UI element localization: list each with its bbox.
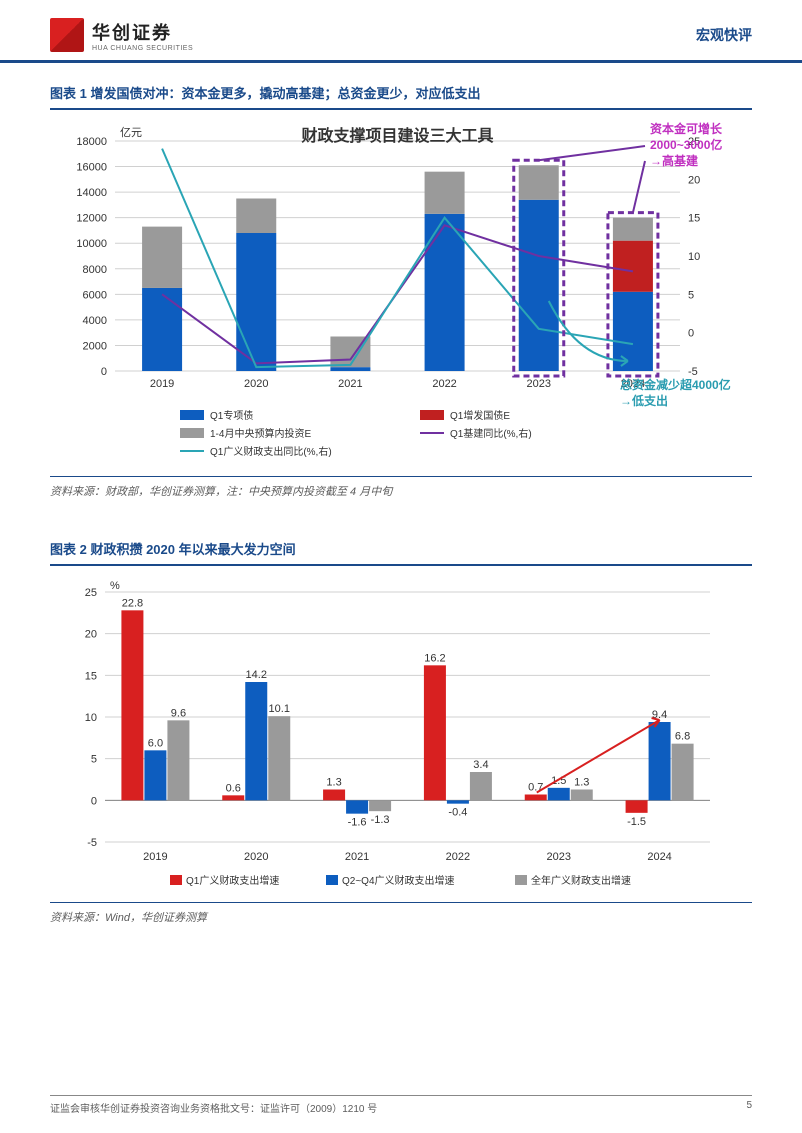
svg-text:%: %	[110, 580, 120, 592]
svg-text:Q1广义财政支出增速: Q1广义财政支出增速	[186, 874, 279, 887]
svg-text:→高基建: →高基建	[650, 153, 699, 168]
svg-text:-5: -5	[87, 837, 97, 849]
footer-left: 证监会审核华创证券投资咨询业务资格批文号：证监许可（2009）1210 号	[50, 1100, 377, 1115]
svg-text:16000: 16000	[76, 162, 107, 174]
svg-text:2021: 2021	[338, 378, 362, 390]
svg-text:20: 20	[688, 174, 700, 186]
chart1-source: 资料来源：财政部，华创证券测算，注：中央预算内投资截至 4 月中旬	[50, 483, 752, 499]
svg-text:亿元: 亿元	[120, 126, 142, 139]
chart2-title: 图表 2 财政积攒 2020 年以来最大发力空间	[50, 539, 752, 566]
svg-text:0: 0	[101, 366, 107, 378]
svg-text:10: 10	[85, 712, 97, 724]
chart2-box: -5 0 5 10 15 20 25%22.8 6.0 9.6 2019 0.6 14.2 10.1 20…	[50, 572, 752, 903]
svg-text:Q1基建同比(%,右): Q1基建同比(%,右)	[450, 427, 532, 440]
svg-text:6.8: 6.8	[675, 731, 690, 743]
svg-text:2023: 2023	[527, 378, 551, 390]
svg-text:1-4月中央预算内投资E: 1-4月中央预算内投资E	[210, 427, 311, 440]
svg-text:2021: 2021	[345, 851, 369, 863]
svg-text:2022: 2022	[432, 378, 456, 390]
svg-text:6000: 6000	[83, 289, 107, 301]
svg-text:12000: 12000	[76, 213, 107, 225]
svg-text:0.6: 0.6	[226, 782, 241, 794]
svg-text:Q1增发国债E: Q1增发国债E	[450, 409, 510, 422]
svg-text:-1.6: -1.6	[348, 817, 367, 829]
content: 图表 1 增发国债对冲：资本金更多，撬动高基建；总资金更少，对应低支出 0200…	[0, 63, 802, 925]
svg-text:总资金减少超4000亿: 总资金减少超4000亿	[620, 377, 731, 392]
svg-text:0: 0	[688, 328, 694, 340]
svg-text:14000: 14000	[76, 187, 107, 199]
logo-cn-text: 华创证券	[92, 19, 193, 45]
svg-text:6.0: 6.0	[148, 737, 163, 749]
footer-page-number: 5	[746, 1100, 752, 1115]
svg-text:15: 15	[688, 213, 700, 225]
logo-en-text: HUA CHUANG SECURITIES	[92, 45, 193, 52]
svg-text:20: 20	[85, 629, 97, 641]
logo-icon	[50, 18, 84, 52]
svg-text:Q1广义财政支出同比(%,右): Q1广义财政支出同比(%,右)	[210, 445, 332, 458]
svg-text:25: 25	[85, 587, 97, 599]
svg-text:18000: 18000	[76, 136, 107, 148]
svg-text:2022: 2022	[446, 851, 470, 863]
svg-text:2019: 2019	[150, 378, 174, 390]
svg-text:2024: 2024	[647, 851, 671, 863]
svg-text:10.1: 10.1	[269, 703, 290, 715]
svg-text:2023: 2023	[547, 851, 571, 863]
svg-text:5: 5	[91, 754, 97, 766]
svg-text:14.2: 14.2	[246, 669, 267, 681]
svg-text:-0.4: -0.4	[448, 807, 467, 819]
svg-text:2000: 2000	[83, 340, 107, 352]
svg-text:2019: 2019	[143, 851, 167, 863]
chart1-svg: 0 2000 4000 6000 8000 10000 12000 14000 16000 180…	[50, 116, 750, 476]
svg-text:0.7: 0.7	[528, 782, 543, 794]
svg-text:资本金可增长: 资本金可增长	[650, 121, 723, 136]
chart1-title: 图表 1 增发国债对冲：资本金更多，撬动高基建；总资金更少，对应低支出	[50, 83, 752, 110]
svg-text:15: 15	[85, 670, 97, 682]
svg-text:财政支撑项目建设三大工具: 财政支撑项目建设三大工具	[300, 126, 493, 145]
svg-text:5: 5	[688, 289, 694, 301]
svg-text:9.6: 9.6	[171, 707, 186, 719]
svg-text:-1.3: -1.3	[371, 814, 390, 826]
svg-text:22.8: 22.8	[122, 597, 143, 609]
logo-block: 华创证券 HUA CHUANG SECURITIES	[50, 18, 193, 52]
svg-text:1.3: 1.3	[574, 777, 589, 789]
svg-text:Q2~Q4广义财政支出增速: Q2~Q4广义财政支出增速	[342, 874, 455, 887]
svg-text:2020: 2020	[244, 378, 268, 390]
chart2-source: 资料来源：Wind，华创证券测算	[50, 909, 752, 925]
chart2-svg: -5 0 5 10 15 20 25%22.8 6.0 9.6 2019 0.6 14.2 10.1 20…	[50, 572, 750, 902]
svg-text:1.3: 1.3	[326, 777, 341, 789]
svg-text:→低支出: →低支出	[620, 393, 668, 408]
svg-text:3.4: 3.4	[473, 759, 488, 771]
svg-text:2000~3000亿: 2000~3000亿	[650, 137, 722, 152]
chart1-box: 0 2000 4000 6000 8000 10000 12000 14000 16000 180…	[50, 116, 752, 477]
svg-text:-1.5: -1.5	[627, 816, 646, 828]
svg-text:10000: 10000	[76, 238, 107, 250]
svg-text:4000: 4000	[83, 315, 107, 327]
header-right: 宏观快评	[696, 25, 752, 45]
page-footer: 证监会审核华创证券投资咨询业务资格批文号：证监许可（2009）1210 号 5	[50, 1095, 752, 1115]
svg-text:-5: -5	[688, 366, 698, 378]
svg-text:2020: 2020	[244, 851, 268, 863]
page-header: 华创证券 HUA CHUANG SECURITIES 宏观快评	[0, 0, 802, 63]
svg-text:Q1专项债: Q1专项债	[210, 409, 253, 422]
svg-text:8000: 8000	[83, 264, 107, 276]
svg-text:10: 10	[688, 251, 700, 263]
svg-text:0: 0	[91, 795, 97, 807]
svg-text:16.2: 16.2	[424, 652, 445, 664]
svg-text:全年广义财政支出增速: 全年广义财政支出增速	[531, 874, 631, 887]
